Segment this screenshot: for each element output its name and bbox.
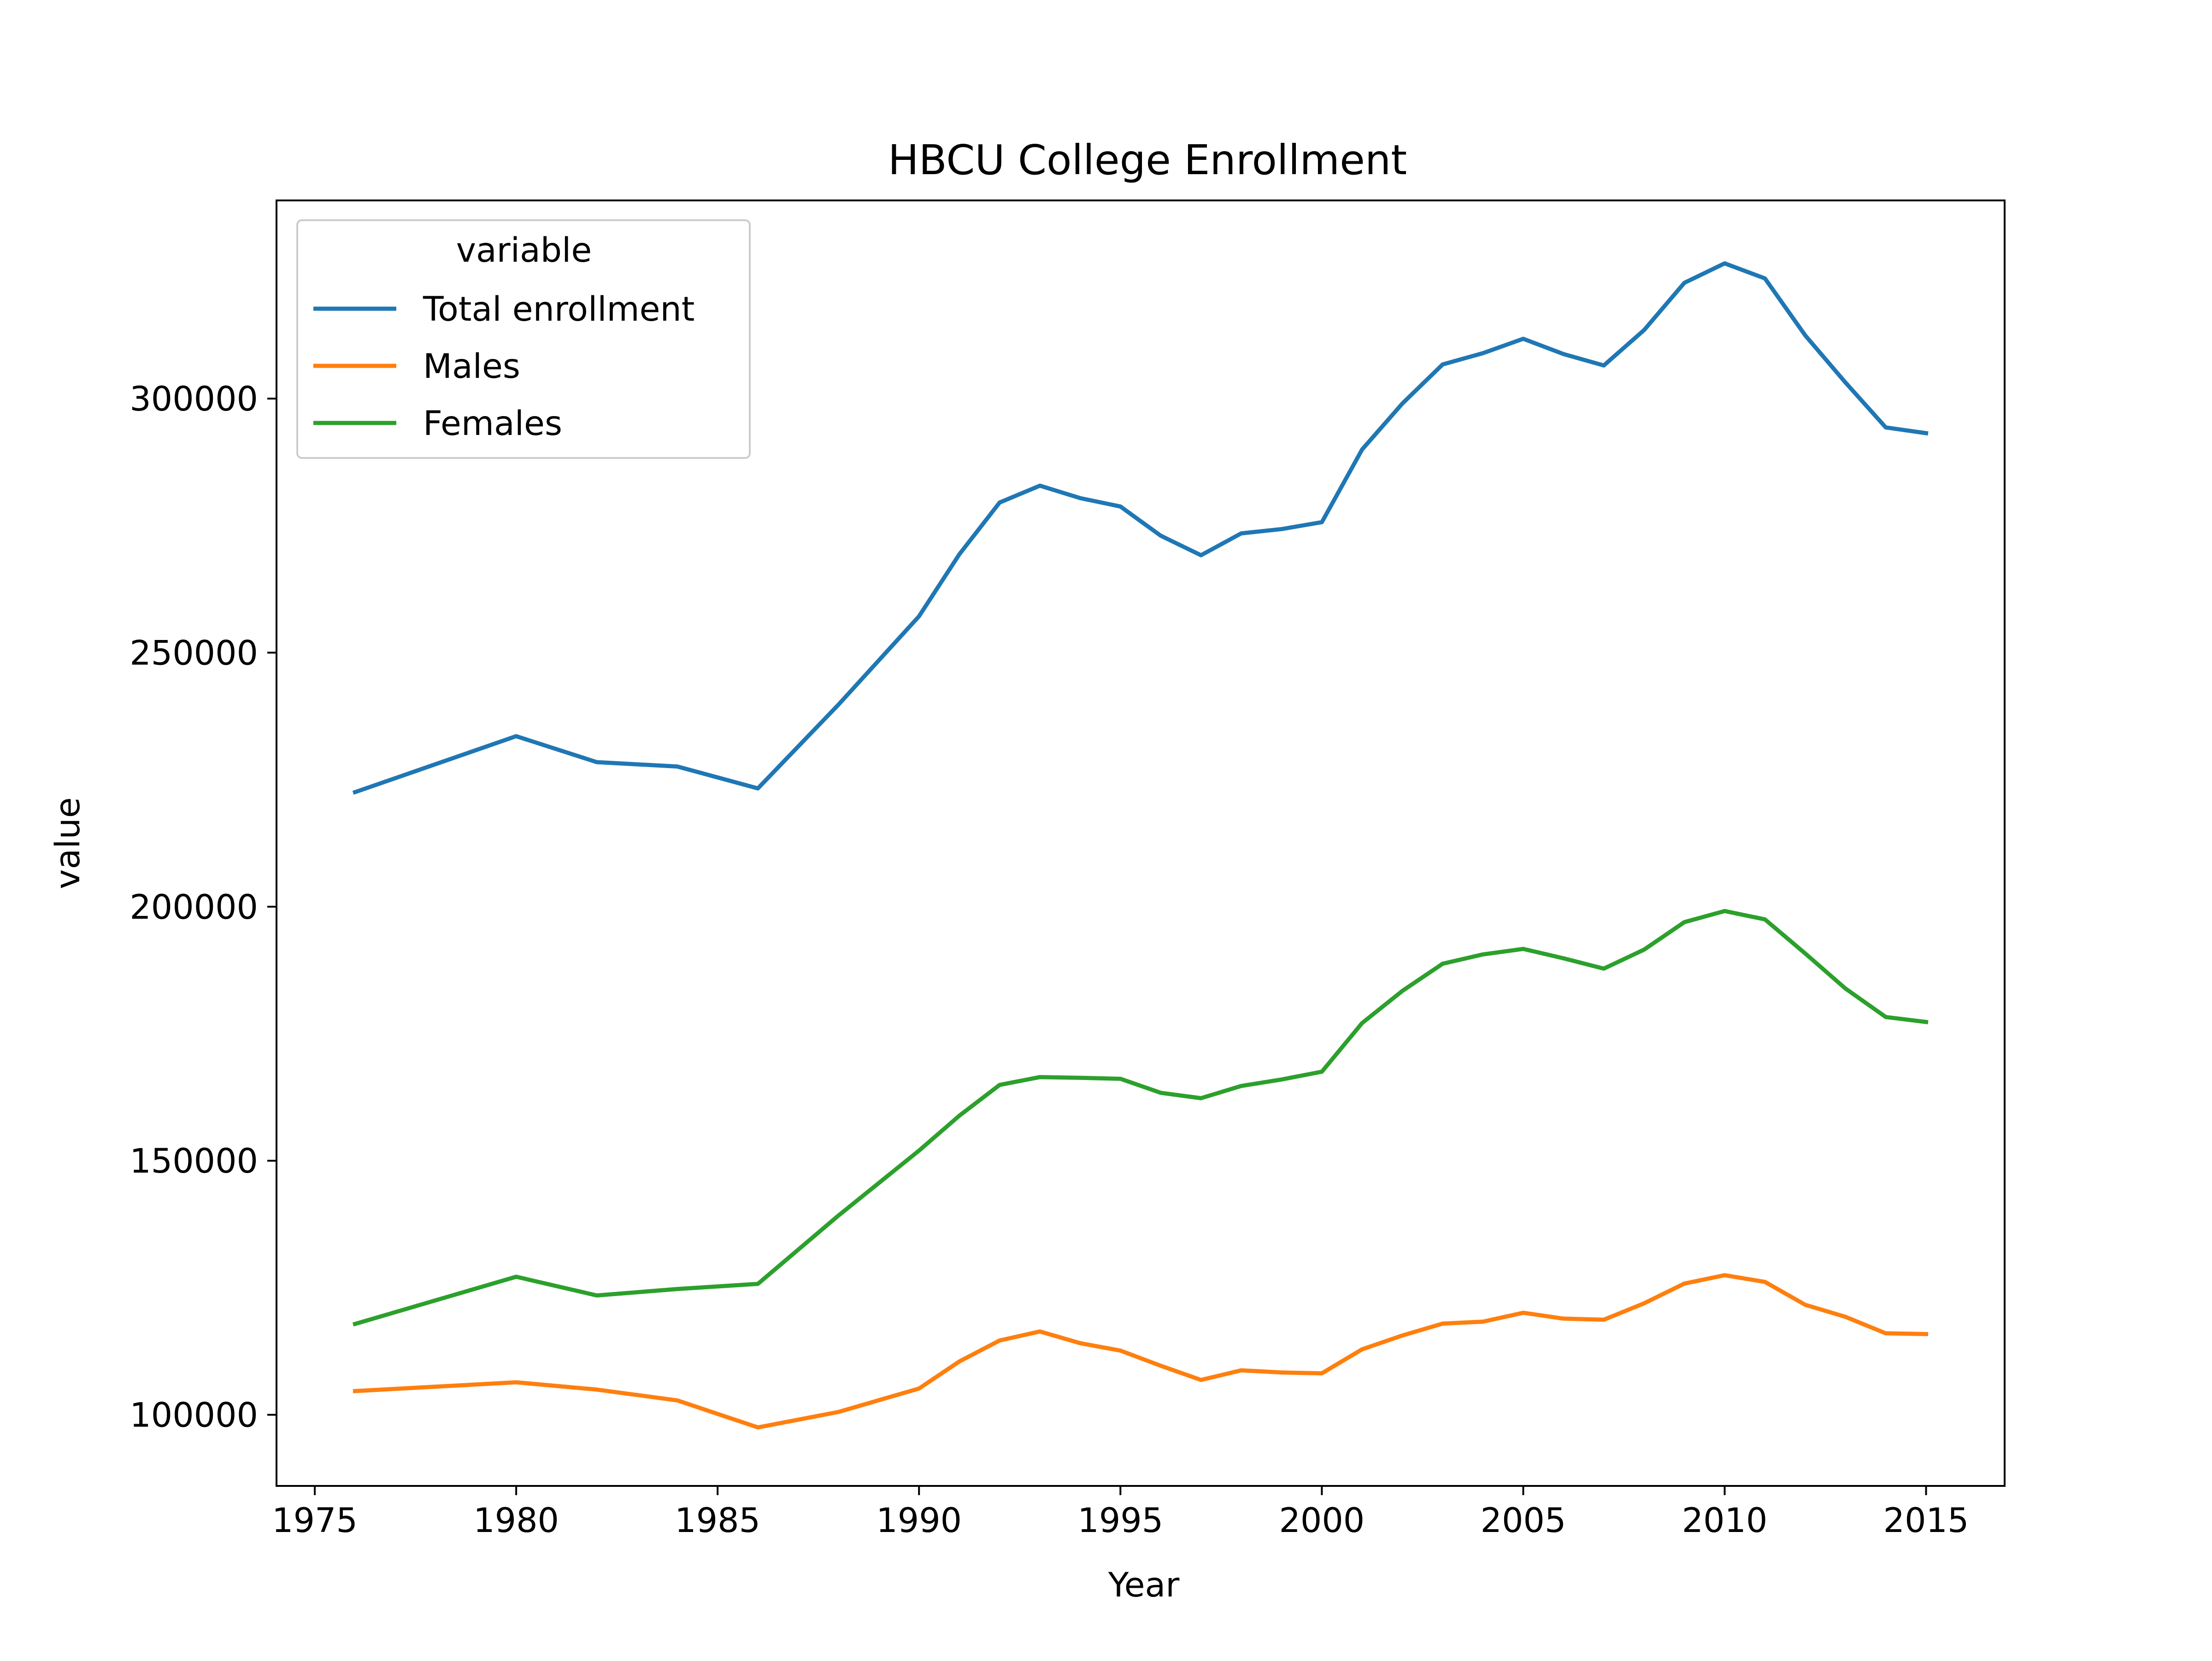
x-tick-label: 1980 xyxy=(473,1501,559,1540)
y-axis-ticks: 100000 150000 200000 250000 300000 xyxy=(129,380,276,1435)
legend-title: variable xyxy=(456,231,592,270)
x-tick-label: 1985 xyxy=(675,1501,760,1540)
x-tick-label: 1975 xyxy=(272,1501,358,1540)
x-tick-label: 2015 xyxy=(1883,1501,1969,1540)
y-tick-label: 300000 xyxy=(129,380,258,419)
series-layer xyxy=(352,261,1929,1430)
x-tick-label: 2005 xyxy=(1481,1501,1566,1540)
legend: variable Total enrollment Males Females xyxy=(296,219,751,459)
x-tick-label: 2010 xyxy=(1682,1501,1768,1540)
plot-area xyxy=(276,200,2006,1487)
y-tick-label: 150000 xyxy=(129,1142,258,1181)
legend-box xyxy=(296,219,751,459)
y-tick-label: 200000 xyxy=(129,888,258,927)
series-line-males xyxy=(353,1273,1929,1430)
series-line-total-enrollment xyxy=(352,261,1929,795)
legend-label: Females xyxy=(423,404,562,443)
legend-entries: Total enrollment Males Females xyxy=(313,290,694,443)
legend-label: Males xyxy=(423,347,520,386)
chart-title: HBCU College Enrollment xyxy=(888,136,1407,184)
axes-frame xyxy=(276,200,2006,1487)
y-tick-label: 100000 xyxy=(129,1396,258,1435)
y-axis-label: value xyxy=(48,797,88,889)
x-axis-label: Year xyxy=(1108,1566,1180,1605)
x-tick-label: 2000 xyxy=(1279,1501,1365,1540)
x-tick-label: 1990 xyxy=(876,1501,962,1540)
y-tick-label: 250000 xyxy=(129,634,258,673)
x-tick-label: 1995 xyxy=(1077,1501,1163,1540)
x-axis-ticks: 1975 1980 1985 1990 1995 2000 2005 2010 2015 xyxy=(272,1486,1969,1540)
series-line-females xyxy=(352,909,1929,1326)
legend-label: Total enrollment xyxy=(423,290,694,329)
